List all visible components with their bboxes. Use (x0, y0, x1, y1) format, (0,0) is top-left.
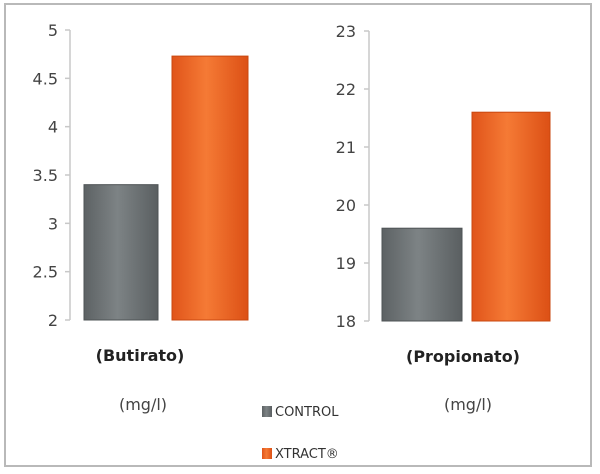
legend-swatch-control (262, 406, 272, 417)
y-tick-label: 3.5 (33, 166, 58, 185)
butirato-panel: 2 2.5 3 3.5 4 4.5 5 (Butirato) (mg/l) (33, 21, 249, 414)
y-tick-label: 21 (336, 138, 356, 157)
y-tick-label: 2 (48, 311, 58, 330)
unit-label: (mg/l) (444, 395, 492, 414)
y-tick-label: 5 (48, 21, 58, 40)
y-tick-label: 4 (48, 118, 58, 137)
legend-label-control: CONTROL (275, 405, 339, 420)
bar-control (381, 227, 463, 322)
bar-xtract (471, 111, 551, 322)
y-tick-label: 3 (48, 214, 58, 233)
unit-label: (mg/l) (119, 395, 167, 414)
bar-xtract (171, 55, 249, 321)
y-tick-label: 20 (336, 196, 356, 215)
legend: CONTROL XTRACT® (262, 405, 339, 462)
y-tick-label: 22 (336, 80, 356, 99)
legend-label-xtract: XTRACT® (275, 447, 339, 462)
y-tick-label: 19 (336, 254, 356, 273)
y-tick-label: 23 (336, 22, 356, 41)
y-tick-label: 18 (336, 312, 356, 331)
legend-swatch-xtract (262, 448, 272, 459)
category-label: (Propionato) (406, 347, 520, 366)
category-label: (Butirato) (96, 346, 185, 365)
y-tick-label: 2.5 (33, 263, 58, 282)
bar-control (83, 184, 159, 321)
y-tick-label: 4.5 (33, 69, 58, 88)
propionato-panel: 18 19 20 21 22 23 (Propionato) (mg/l) (336, 22, 551, 414)
